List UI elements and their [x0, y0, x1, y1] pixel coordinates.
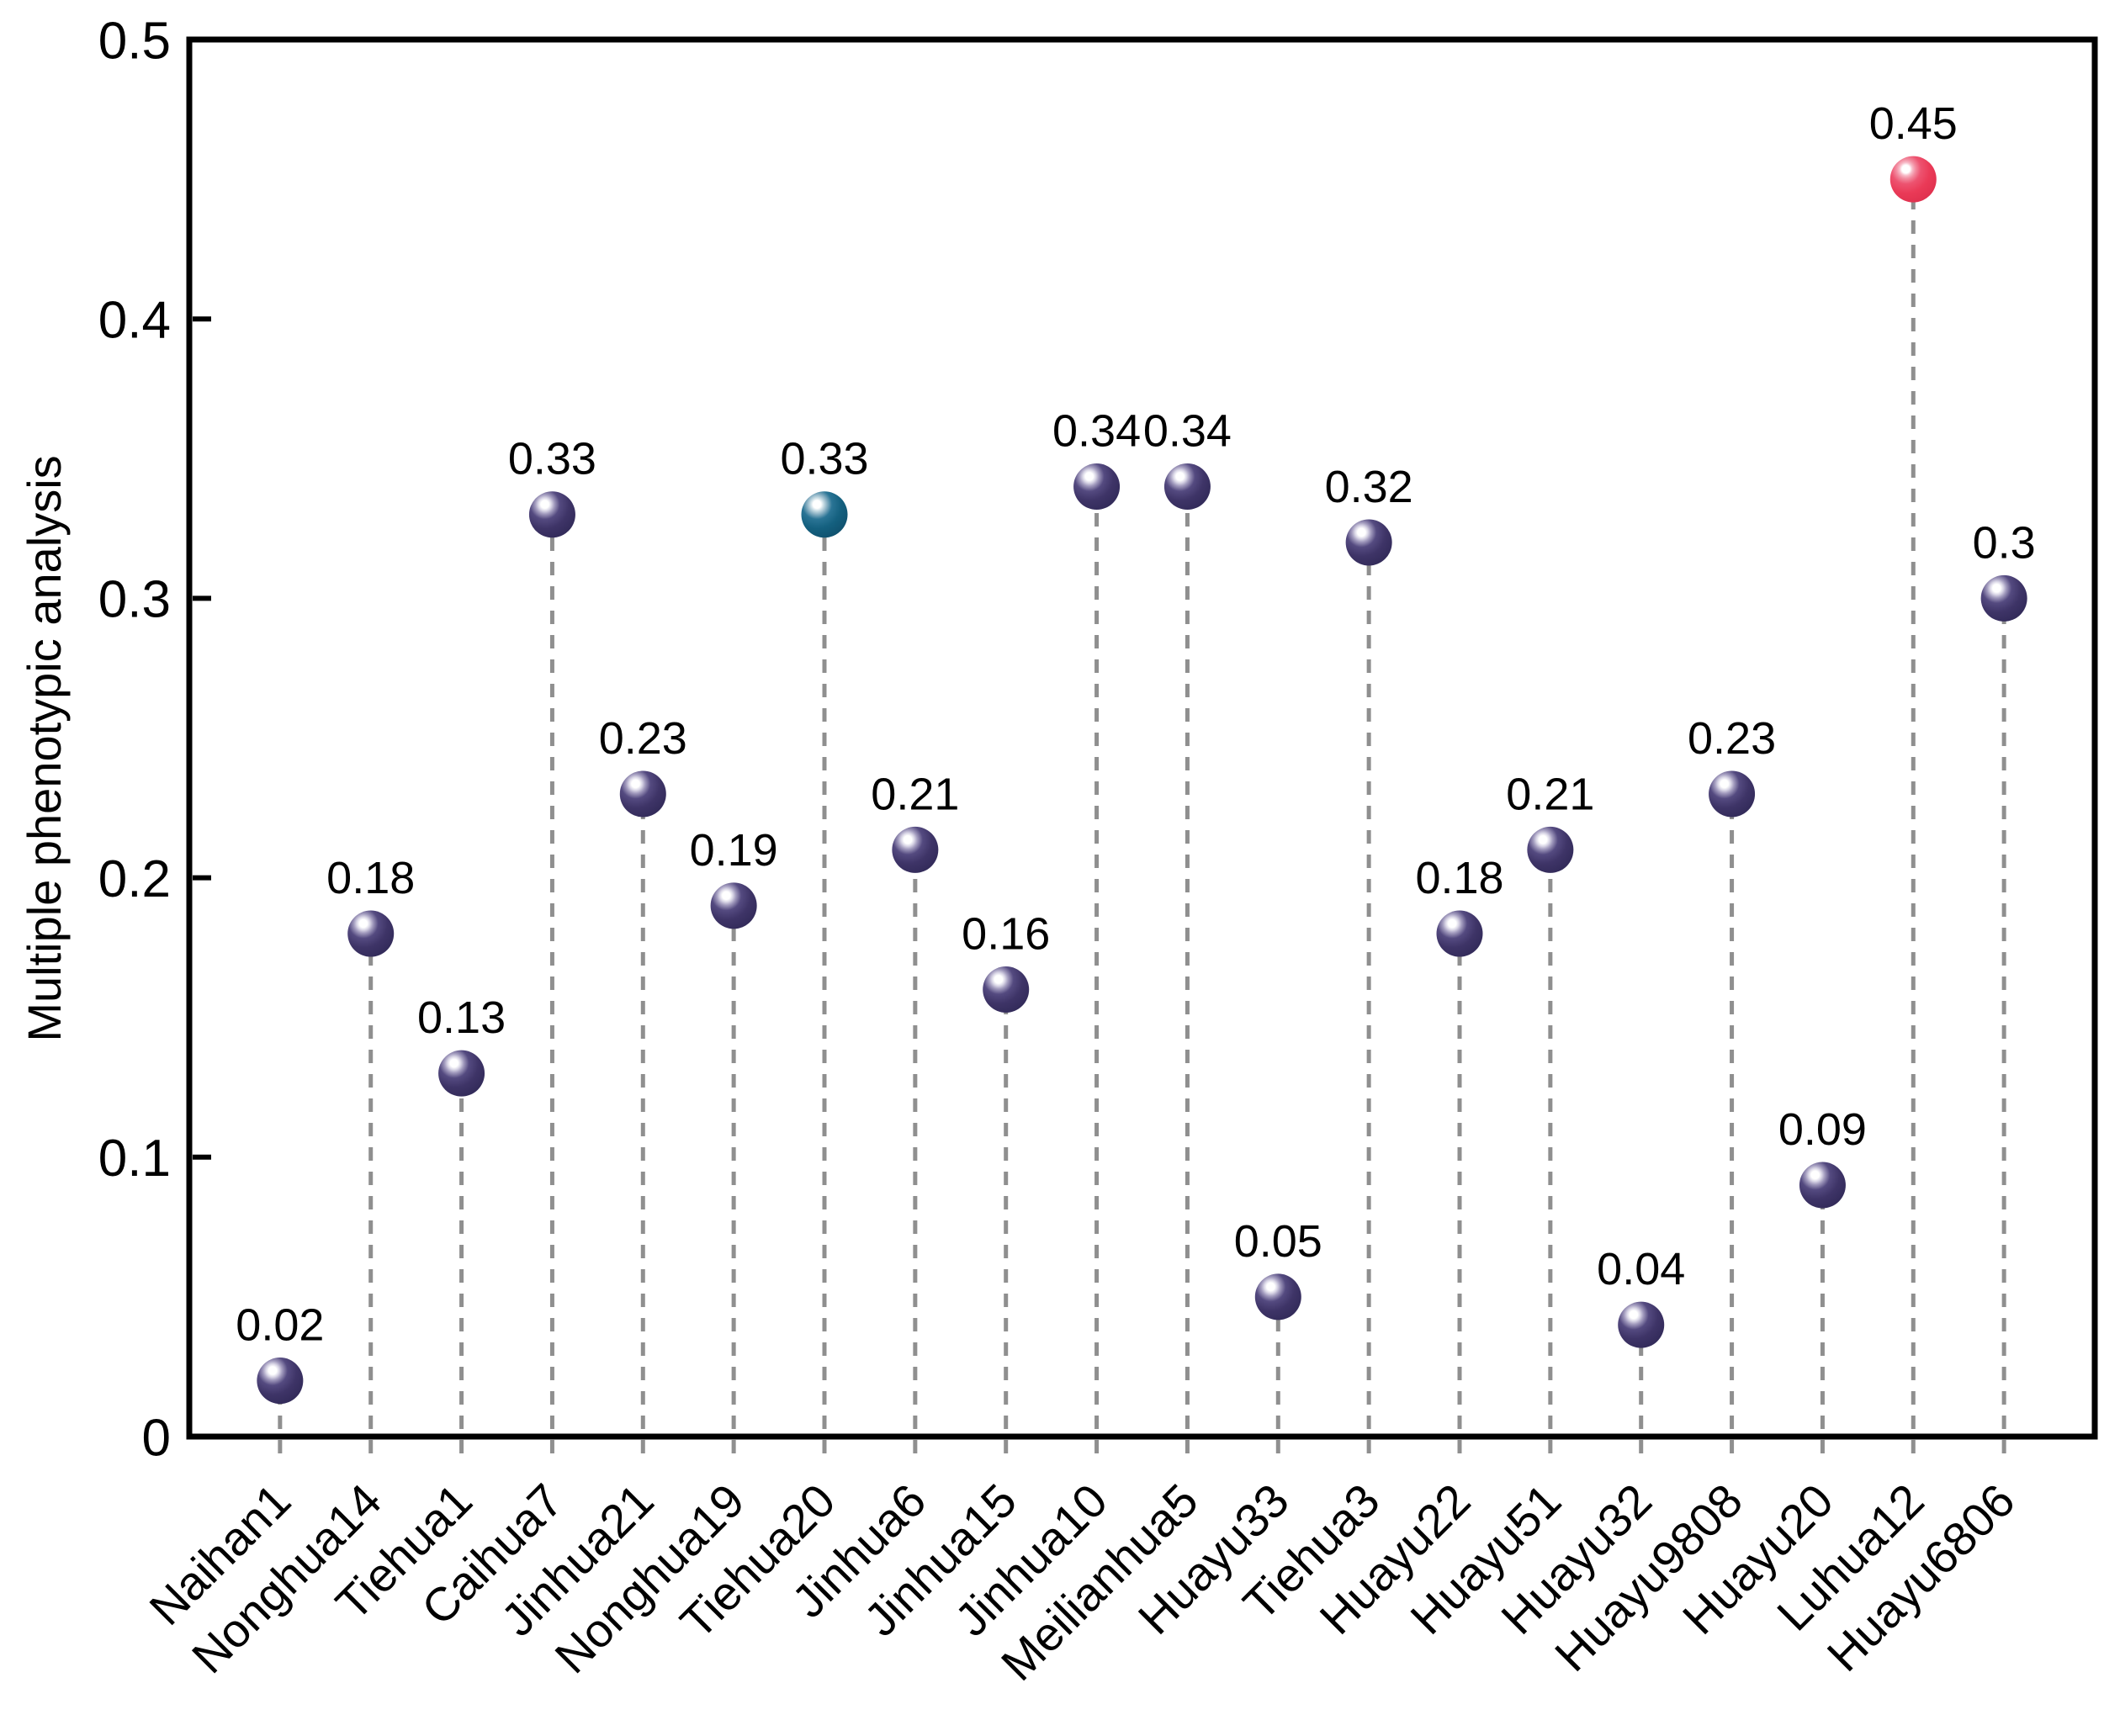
- data-point-tiehua20: [801, 491, 848, 538]
- data-point-huayu6806: [1980, 574, 2027, 622]
- data-point-jinhua6: [892, 826, 939, 873]
- value-label-jinhua15: 0.16: [962, 908, 1050, 959]
- data-point-meilianhua5: [1163, 463, 1211, 511]
- data-point-huayu32: [1618, 1301, 1665, 1348]
- value-label-huayu6806: 0.3: [1973, 517, 2036, 568]
- y-tick-label: 0: [142, 1409, 171, 1467]
- value-label-huayu51: 0.21: [1506, 769, 1594, 819]
- value-label-huayu32: 0.04: [1597, 1244, 1685, 1294]
- value-label-nonghua19: 0.19: [690, 825, 778, 876]
- data-point-luhua12: [1889, 156, 1937, 203]
- data-point-jinhua15: [983, 966, 1030, 1013]
- value-label-naihan1: 0.02: [236, 1300, 324, 1351]
- y-axis-title: Multiple phenotypic analysis: [18, 455, 71, 1041]
- data-point-jinhua10: [1073, 463, 1121, 511]
- y-tick-label: 0.2: [98, 850, 171, 908]
- data-point-huayu51: [1527, 826, 1574, 873]
- value-label-nonghua14: 0.18: [326, 853, 415, 903]
- value-label-huayu33: 0.05: [1234, 1216, 1322, 1267]
- stems-layer: [278, 179, 2006, 1453]
- value-label-jinhua10: 0.34: [1052, 406, 1141, 457]
- data-point-nonghua19: [710, 882, 757, 929]
- value-label-jinhua21: 0.23: [599, 713, 687, 764]
- data-point-caihua7: [528, 491, 575, 538]
- value-label-tiehua3: 0.32: [1325, 462, 1413, 512]
- y-tick-label: 0.4: [98, 292, 171, 350]
- data-point-jinhua21: [619, 770, 666, 818]
- data-point-nonghua14: [347, 910, 395, 957]
- y-tick-label: 0.3: [98, 571, 171, 629]
- value-label-huayu9808: 0.23: [1688, 713, 1776, 764]
- data-point-huayu20: [1799, 1162, 1846, 1209]
- y-tick-label: 0.1: [98, 1130, 171, 1188]
- y-axis-ticks: [193, 316, 211, 1160]
- data-point-tiehua1: [438, 1050, 485, 1097]
- data-point-huayu22: [1436, 910, 1483, 957]
- data-point-tiehua3: [1345, 519, 1392, 566]
- plot-area-border: [186, 36, 2098, 1440]
- value-label-luhua12: 0.45: [1869, 98, 1958, 149]
- value-label-meilianhua5: 0.34: [1143, 406, 1232, 457]
- y-tick-label: 0.5: [98, 12, 171, 70]
- data-point-huayu33: [1254, 1273, 1301, 1321]
- data-point-huayu9808: [1709, 770, 1756, 818]
- data-points-layer: [257, 156, 2027, 1405]
- value-label-jinhua6: 0.21: [871, 769, 959, 819]
- value-label-huayu22: 0.18: [1415, 853, 1503, 903]
- data-point-naihan1: [257, 1358, 304, 1405]
- value-label-tiehua1: 0.13: [417, 992, 506, 1043]
- value-label-caihua7: 0.33: [508, 434, 596, 484]
- value-label-tiehua20: 0.33: [780, 434, 868, 484]
- value-label-huayu20: 0.09: [1778, 1104, 1867, 1155]
